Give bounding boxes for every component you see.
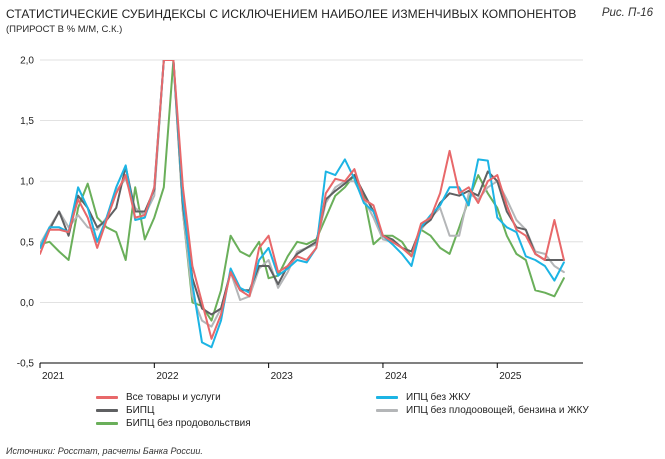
legend-item-bipc-no-food: БИПЦ без продовольствия bbox=[96, 418, 251, 429]
x-tick-label: 2023 bbox=[271, 371, 294, 382]
legend-swatch-cpi-no-housing bbox=[376, 396, 398, 399]
legend-item-bipc: БИПЦ bbox=[96, 405, 154, 416]
legend-swatch-all-goods bbox=[96, 396, 118, 399]
chart-title: СТАТИСТИЧЕСКИЕ СУБИНДЕКСЫ С ИСКЛЮЧЕНИЕМ … bbox=[6, 7, 577, 21]
legend-label-cpi-no-veg: ИПЦ без плодоовощей, бензина и ЖКУ bbox=[406, 405, 589, 416]
legend-swatch-cpi-no-veg bbox=[376, 409, 398, 412]
y-tick-label: 0,0 bbox=[20, 298, 34, 309]
x-axis: 2021 2022 2023 2024 2025 bbox=[39, 362, 583, 382]
y-tick-label: 1,0 bbox=[20, 177, 34, 188]
y-tick-label: 0,5 bbox=[20, 237, 34, 248]
legend-label-bipc: БИПЦ bbox=[126, 405, 155, 416]
grid-lines bbox=[40, 59, 583, 364]
legend-item-cpi-no-veg: ИПЦ без плодоовощей, бензина и ЖКУ bbox=[376, 405, 589, 416]
legend-swatch-bipc bbox=[96, 409, 118, 412]
x-tick-label: 2024 bbox=[385, 371, 408, 382]
legend-label-cpi-no-housing: ИПЦ без ЖКУ bbox=[406, 392, 471, 403]
legend-swatch-bipc-no-food bbox=[96, 422, 118, 425]
y-tick-label: 1,5 bbox=[20, 116, 34, 127]
legend-label-all-goods: Все товары и услуги bbox=[126, 392, 221, 403]
x-tick-label: 2025 bbox=[499, 371, 522, 382]
x-tick-label: 2022 bbox=[156, 371, 179, 382]
y-tick-label: 2,0 bbox=[20, 56, 34, 67]
x-tick-label: 2021 bbox=[42, 371, 65, 382]
line-chart: -0,5 0,0 0,5 1,0 1,5 2,0 2021 2022 2023 2024 2025 bbox=[17, 56, 583, 382]
y-axis-ticks: -0,5 0,0 0,5 1,0 1,5 2,0 bbox=[17, 56, 35, 370]
series-lines bbox=[40, 60, 565, 349]
source-note: Источники: Росстат, расчеты Банка России… bbox=[6, 446, 203, 456]
series-line-bipc-no-food bbox=[40, 60, 565, 322]
legend-label-bipc-no-food: БИПЦ без продовольствия bbox=[126, 418, 251, 429]
legend-item-all-goods: Все товары и услуги bbox=[96, 392, 221, 403]
y-tick-label: -0,5 bbox=[17, 359, 35, 370]
legend-item-cpi-no-housing: ИПЦ без ЖКУ bbox=[376, 392, 470, 403]
figure-reference: Рис. П-16 bbox=[601, 7, 653, 19]
chart-subtitle: (ПРИРОСТ В % М/М, С.К.) bbox=[6, 24, 123, 35]
series-line-cpi-no-housing bbox=[40, 60, 565, 349]
series-line-all-goods bbox=[40, 60, 565, 340]
